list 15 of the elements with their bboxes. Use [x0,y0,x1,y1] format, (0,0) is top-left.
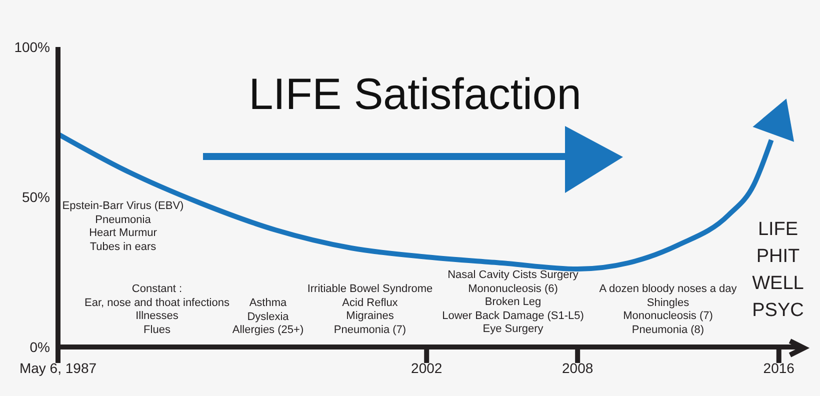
annotation: Nasal Cavity Cists Surgery Mononucleosis (6) Broken Leg Lower Back Damage (S1-L5) Eye Surgery [442,269,584,335]
annotation: Irritiable Bowel Syndrome Acid Reflux Migraines Pneumonia (7) [307,283,433,336]
x-tick-label: 2016 [763,360,795,376]
x-tick-label: 2008 [562,360,594,376]
annotation: Constant : Ear, nose and thoat infections Illnesses Flues [84,283,230,336]
y-tick-label: 50% [22,188,50,205]
annotation: Epstein-Barr Virus (EBV) Pneumonia Heart Murmur Tubes in ears [62,200,184,252]
annotation: A dozen bloody noses a day Shingles Mononucleosis (7) Pneumonia (8) [599,283,737,336]
annotation: LIFE PHIT WELL PSYC [752,219,804,321]
text: LIFE Satisfaction [248,70,582,120]
x-tick-label: May 6, 1987 [19,360,97,376]
x-tick-label: 2002 [411,360,442,376]
y-tick-label: 100% [14,38,50,55]
y-tick-label: 0% [30,338,50,355]
annotation: Asthma Dyslexia Allergies (25+) [232,297,304,336]
